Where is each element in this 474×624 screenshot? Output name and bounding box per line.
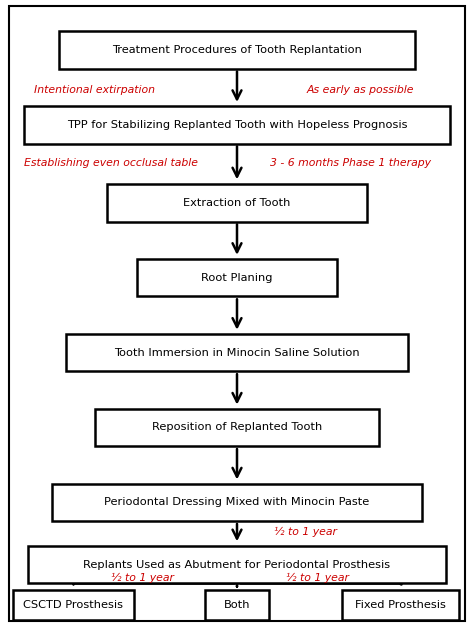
- Bar: [52, 484, 422, 521]
- Bar: [95, 409, 379, 446]
- Bar: [13, 590, 134, 620]
- Bar: [107, 184, 367, 222]
- Text: 3 - 6 months Phase 1 therapy: 3 - 6 months Phase 1 therapy: [270, 158, 431, 168]
- Bar: [342, 590, 458, 620]
- Text: Replants Used as Abutment for Periodontal Prosthesis: Replants Used as Abutment for Periodonta…: [83, 560, 391, 570]
- Text: TPP for Stabilizing Replanted Tooth with Hopeless Prognosis: TPP for Stabilizing Replanted Tooth with…: [67, 120, 407, 130]
- Text: Establishing even occlusal table: Establishing even occlusal table: [24, 158, 199, 168]
- Text: Fixed Prosthesis: Fixed Prosthesis: [355, 600, 446, 610]
- Text: Treatment Procedures of Tooth Replantation: Treatment Procedures of Tooth Replantati…: [112, 45, 362, 55]
- Bar: [59, 31, 415, 69]
- Bar: [205, 590, 269, 620]
- Text: CSCTD Prosthesis: CSCTD Prosthesis: [24, 600, 123, 610]
- Bar: [24, 106, 450, 144]
- Text: As early as possible: As early as possible: [307, 85, 414, 95]
- Text: Tooth Immersion in Minocin Saline Solution: Tooth Immersion in Minocin Saline Soluti…: [114, 348, 360, 358]
- Bar: [137, 259, 337, 296]
- Text: ½ to 1 year: ½ to 1 year: [286, 573, 349, 583]
- Text: ½ to 1 year: ½ to 1 year: [274, 527, 337, 537]
- Text: Periodontal Dressing Mixed with Minocin Paste: Periodontal Dressing Mixed with Minocin …: [104, 497, 370, 507]
- Text: Extraction of Tooth: Extraction of Tooth: [183, 198, 291, 208]
- Text: Both: Both: [224, 600, 250, 610]
- Text: ½ to 1 year: ½ to 1 year: [111, 573, 173, 583]
- Text: Intentional extirpation: Intentional extirpation: [34, 85, 155, 95]
- Bar: [66, 334, 408, 371]
- Text: Reposition of Replanted Tooth: Reposition of Replanted Tooth: [152, 422, 322, 432]
- Bar: [28, 546, 446, 583]
- Text: Root Planing: Root Planing: [201, 273, 273, 283]
